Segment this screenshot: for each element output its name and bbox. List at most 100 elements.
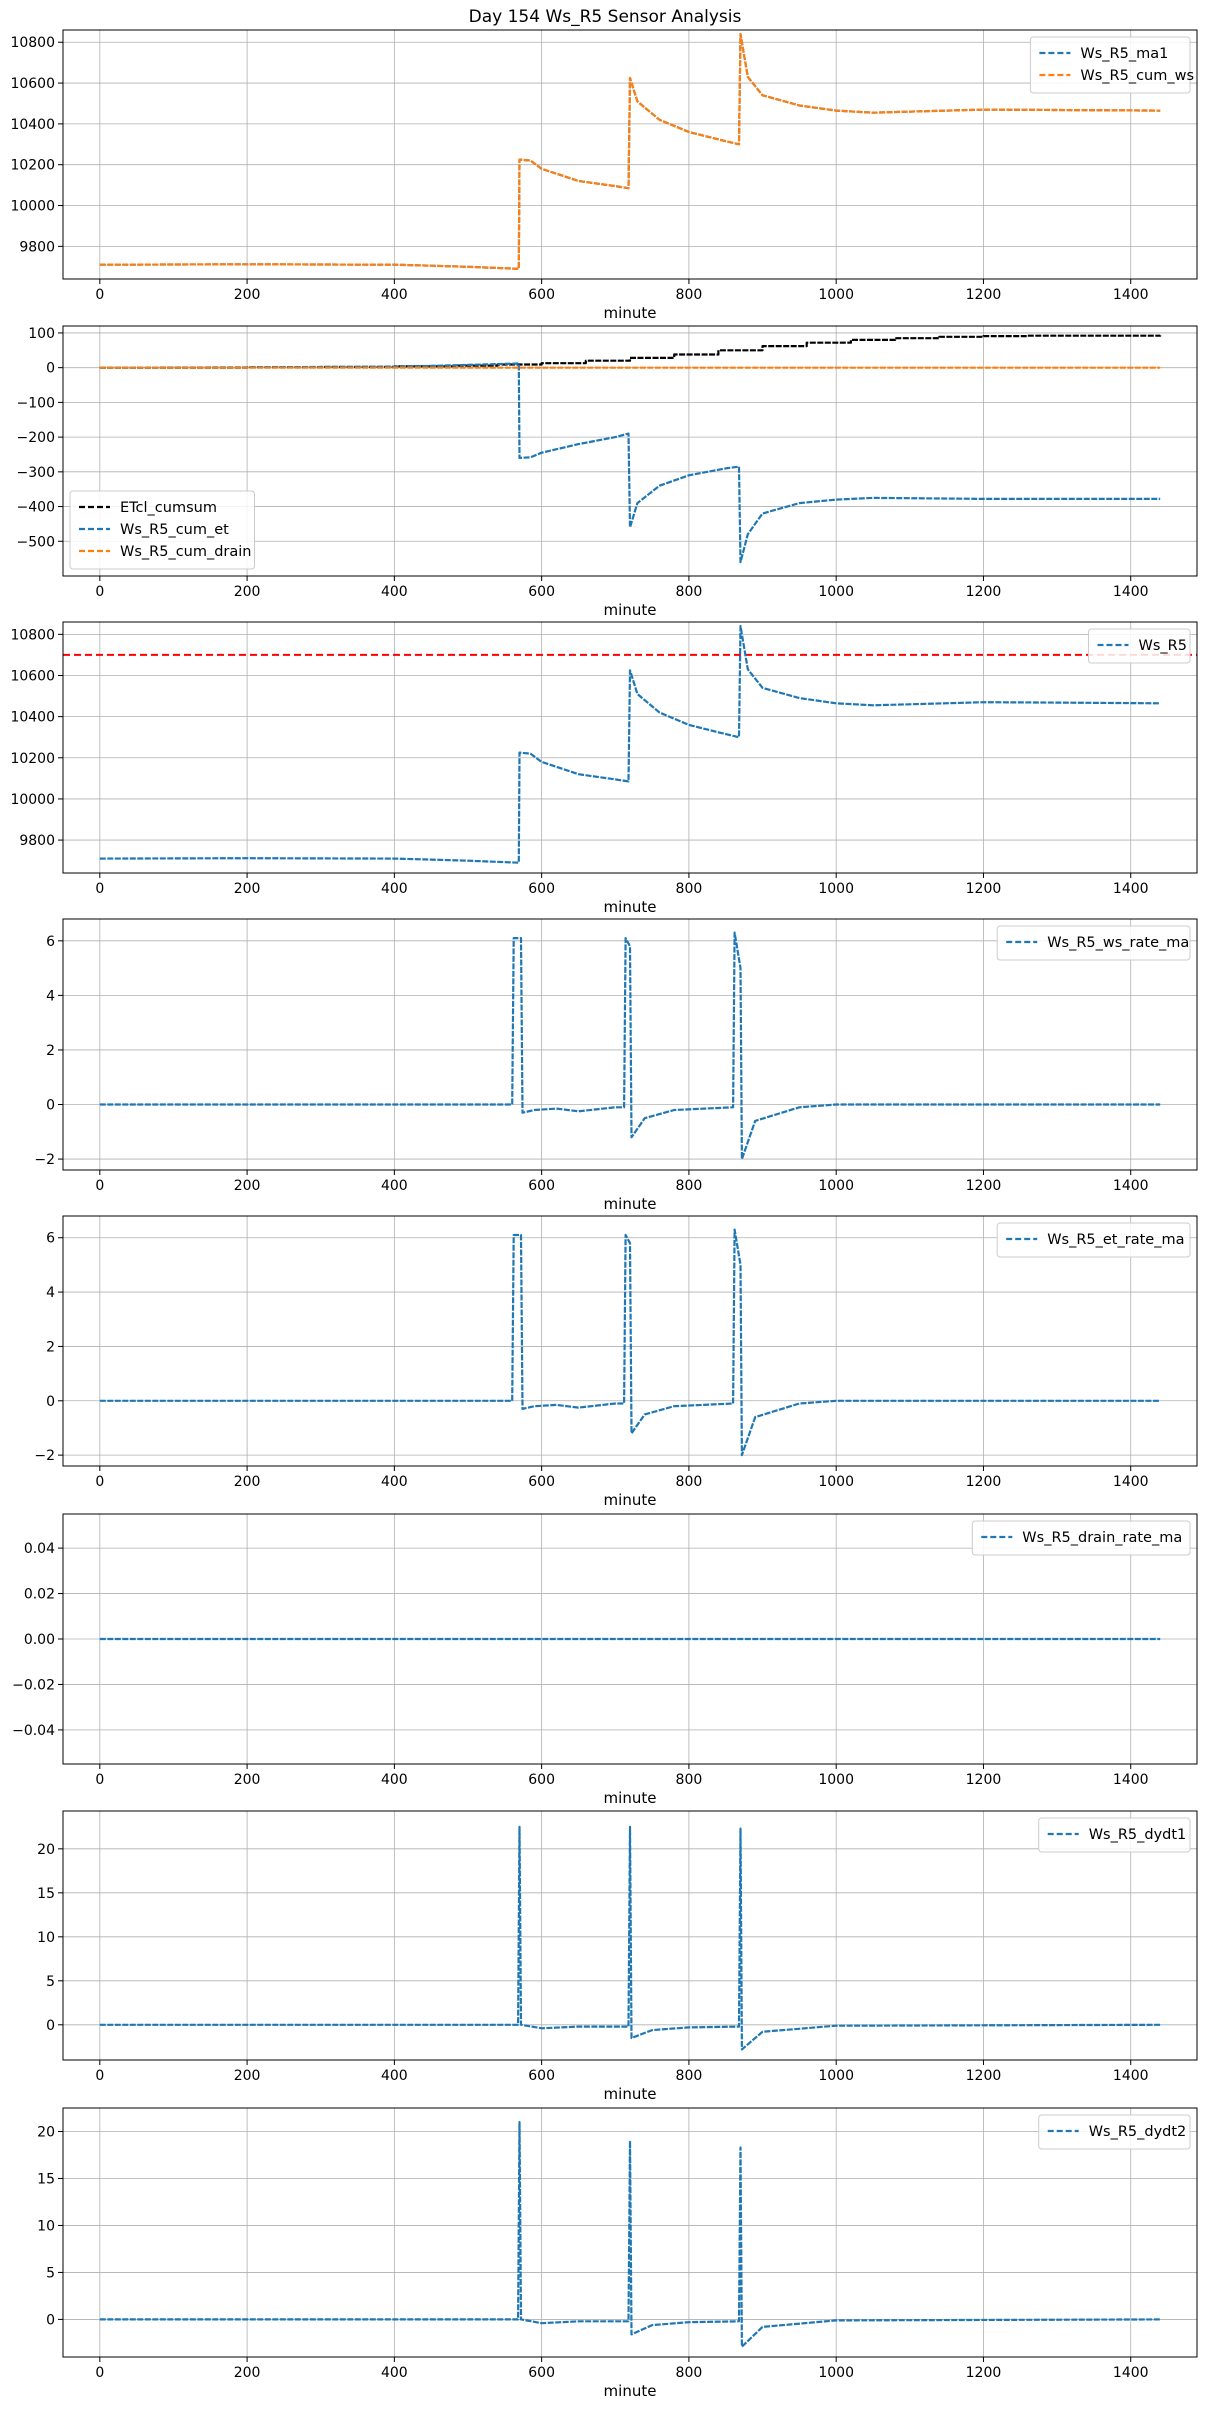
x-tick-label: 1400 [1113,287,1149,303]
x-tick-label: 1400 [1113,1474,1149,1490]
x-tick-label: 800 [676,584,703,600]
y-tick-label: 10800 [10,627,55,643]
x-tick-label: 1200 [966,2365,1002,2381]
axes-frame [62,2107,1198,2358]
y-tick-label: 5 [46,1974,55,1990]
x-tick-label: 1400 [1113,2068,1149,2084]
x-tick-label: 1000 [818,2068,854,2084]
x-tick-label: 0 [95,1474,104,1490]
y-tick-label: 10 [37,1930,55,1946]
legend-box [996,925,1191,961]
x-tick-label: 400 [381,287,408,303]
legend-label: Ws_R5 [1139,638,1187,654]
x-tick-label: 1200 [966,881,1002,897]
x-tick-label: 1000 [818,1772,854,1788]
y-tick-label: 10800 [10,35,55,51]
chart-panel-3: 0 200 400 600 800 1000 1200 1400 9800 10000 10200 1… [10,621,1198,916]
legend: Ws_R5_dydt1 [1038,1817,1191,1853]
y-tick-label: 0.02 [24,1587,55,1603]
x-tick-label: 1400 [1113,1772,1149,1788]
chart-panel-6: 0 200 400 600 800 1000 1200 1400 −0.04 −0.02 0.00 0… [12,1513,1198,1807]
axes-frame [62,1215,1198,1467]
legend-label: Ws_R5_drain_rate_ma [1022,1530,1182,1546]
x-tick-label: 1200 [966,1178,1002,1194]
y-tick-label: 20 [37,1842,55,1858]
x-axis-label: minute [604,601,657,619]
x-tick-label: 800 [676,2365,703,2381]
x-tick-label: 1200 [966,584,1002,600]
y-tick-label: 10400 [10,117,55,133]
series-line-Ws_R5_et_rate_ma [99,1228,1161,1457]
x-tick-label: 0 [95,2365,104,2381]
x-tick-label: 1200 [966,287,1002,303]
legend-box [69,490,255,570]
plot-area [63,919,1197,1170]
x-tick-label: 800 [676,1474,703,1490]
y-tick-label: 9800 [19,833,55,849]
x-tick-label: 1200 [966,1474,1002,1490]
y-tick-label: 0 [46,1394,55,1410]
y-tick-label: 15 [37,2171,55,2187]
axes-frame [62,918,1198,1171]
legend-label: Ws_R5_cum_drain [120,544,252,560]
y-tick-label: 10200 [10,751,55,767]
y-tick-label: 10000 [10,792,55,808]
y-tick-label: 10600 [10,76,55,92]
x-axis-label: minute [604,304,657,322]
legend: Ws_R5_ma1 Ws_R5_cum_ws [1029,36,1194,94]
x-tick-label: 200 [234,287,261,303]
y-tick-label: 2 [46,1339,55,1355]
legend-box [1029,36,1191,94]
x-tick-label: 0 [95,881,104,897]
x-tick-label: 1200 [966,2068,1002,2084]
x-tick-label: 1400 [1113,881,1149,897]
y-tick-label: 100 [28,326,55,342]
x-tick-label: 1000 [818,584,854,600]
y-tick-label: 15 [37,1886,55,1902]
x-tick-label: 1000 [818,1178,854,1194]
x-tick-label: 1200 [966,1772,1002,1788]
y-tick-label: −2 [34,1448,55,1464]
y-tick-label: 10600 [10,668,55,684]
series-line-Ws_R5_dydt1 [99,1825,1161,2051]
legend-box [996,1222,1191,1258]
y-tick-label: 10000 [10,199,55,215]
y-tick-label: 6 [46,1231,55,1247]
y-tick-label: −200 [17,430,55,446]
x-axis-label: minute [604,2085,657,2103]
legend: Ws_R5 [1088,628,1191,664]
legend: ETcl_cumsum Ws_R5_cum_et Ws_R5_cum_drain [69,490,255,570]
x-tick-label: 1000 [818,287,854,303]
x-tick-label: 600 [528,1178,555,1194]
chart-panel-8: 0 200 400 600 800 1000 1200 1400 0 5 10 15 20 minute W… [37,2107,1198,2400]
x-tick-label: 200 [234,584,261,600]
x-tick-label: 600 [528,1474,555,1490]
legend: Ws_R5_et_rate_ma [996,1222,1191,1258]
x-tick-label: 600 [528,584,555,600]
x-axis-label: minute [604,1491,657,1509]
legend-label: Ws_R5_et_rate_ma [1047,1232,1184,1248]
x-tick-label: 1000 [818,1474,854,1490]
y-tick-label: −0.02 [12,1677,55,1693]
series-line-Ws_R5_cum_et [99,362,1161,564]
legend-label: Ws_R5_ws_rate_ma [1047,935,1189,951]
x-tick-label: 400 [381,881,408,897]
legend-box [1038,2114,1191,2150]
legend-label: Ws_R5_dydt1 [1089,1827,1187,1843]
axes-frame [62,325,1198,577]
x-tick-label: 600 [528,881,555,897]
chart-panel-1: 0 200 400 600 800 1000 1200 1400 9800 10000 10200 1… [10,29,1198,322]
x-tick-label: 200 [234,1474,261,1490]
chart-panel-4: 0 200 400 600 800 1000 1200 1400 −2 0 2 4 6 minute Ws_… [34,918,1198,1213]
series-line-Ws_R5 [99,625,1161,864]
y-tick-label: −500 [17,534,55,550]
y-tick-label: −100 [17,395,55,411]
y-tick-label: 2 [46,1043,55,1059]
y-tick-label: 6 [46,934,55,950]
x-tick-label: 0 [95,584,104,600]
x-tick-label: 600 [528,2365,555,2381]
x-tick-label: 400 [381,2365,408,2381]
legend-box [971,1520,1191,1556]
series-line-Ws_R5_dydt2 [99,2121,1161,2348]
axes-frame [62,1513,1198,1765]
